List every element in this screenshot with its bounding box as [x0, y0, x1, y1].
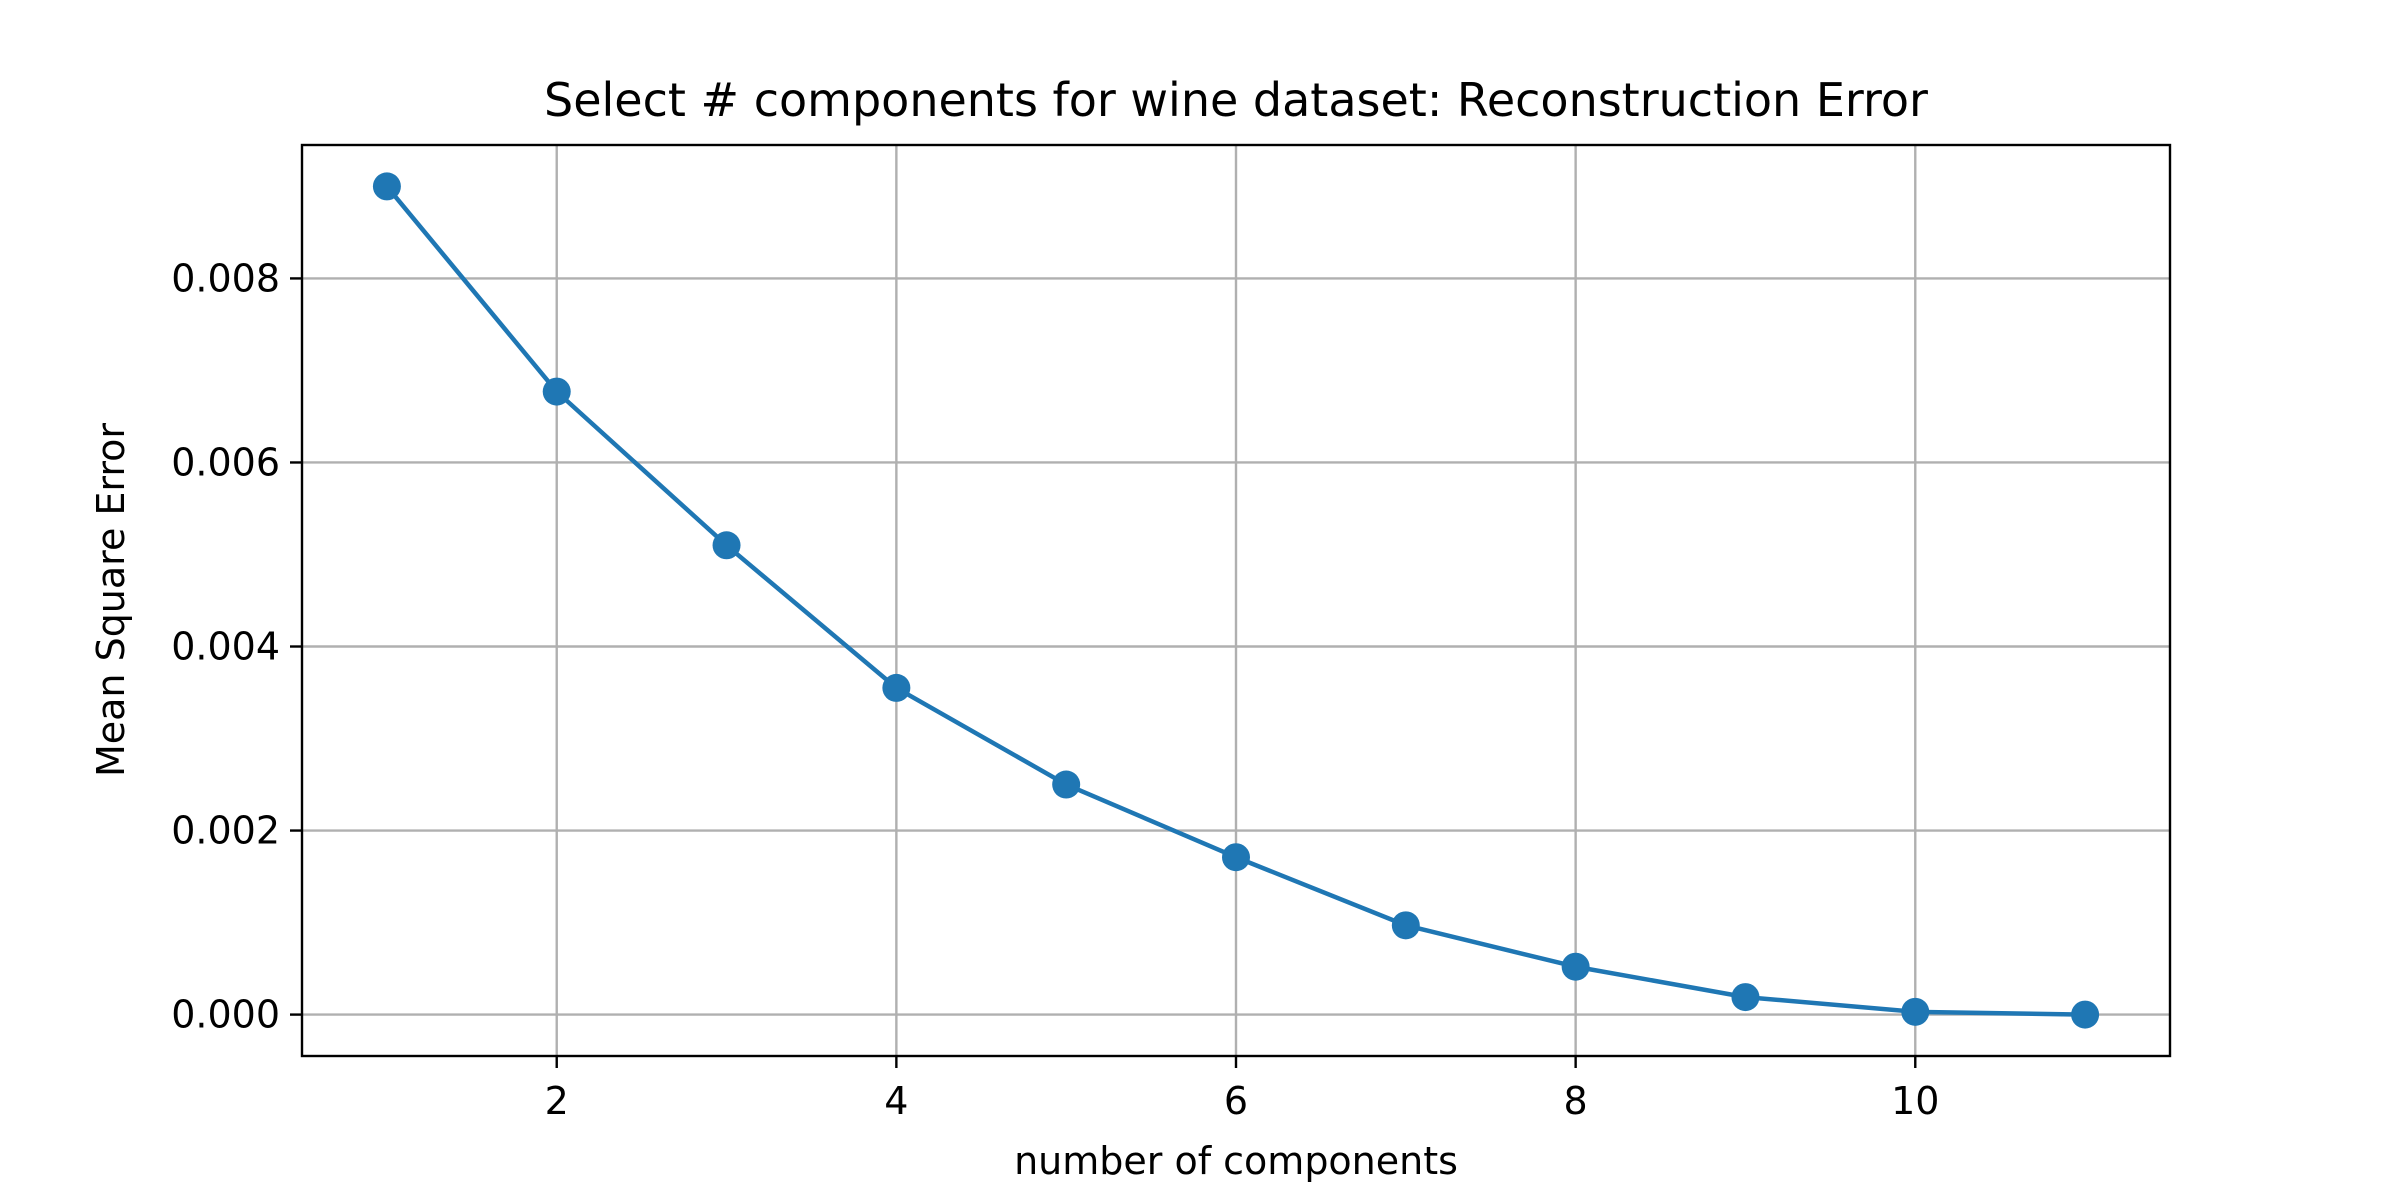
y-tick-label: 0.006 — [171, 440, 280, 484]
data-point — [372, 172, 401, 201]
y-tick-label: 0.002 — [171, 809, 280, 853]
data-point — [2071, 1000, 2100, 1029]
y-tick-label: 0.004 — [171, 625, 280, 669]
x-tick-label: 4 — [884, 1079, 908, 1123]
data-point — [1731, 983, 1760, 1012]
x-tick-label: 8 — [1564, 1079, 1588, 1123]
y-tick-label: 0.008 — [171, 256, 280, 300]
y-axis-label: Mean Square Error — [89, 423, 133, 777]
data-point — [1901, 997, 1930, 1026]
x-axis-label: number of components — [1014, 1139, 1458, 1183]
x-tick-label: 10 — [1891, 1079, 1939, 1123]
data-point — [1561, 952, 1590, 981]
x-tick-label: 6 — [1224, 1079, 1248, 1123]
y-tick-label: 0.000 — [171, 993, 280, 1037]
series-layer — [372, 172, 2100, 1029]
data-point — [542, 377, 571, 406]
data-point — [712, 531, 741, 560]
data-point — [882, 673, 911, 702]
data-point — [1222, 843, 1250, 872]
data-point — [1052, 770, 1081, 799]
data-point — [1391, 911, 1420, 940]
x-tick-label: 2 — [545, 1079, 569, 1123]
chart-title: Select # components for wine dataset: Re… — [544, 73, 1928, 127]
grid-layer — [302, 145, 2170, 1056]
tick-layer: 2 4 6 8 10 0.000 0.002 0.004 0.006 0.008 — [171, 256, 1939, 1123]
